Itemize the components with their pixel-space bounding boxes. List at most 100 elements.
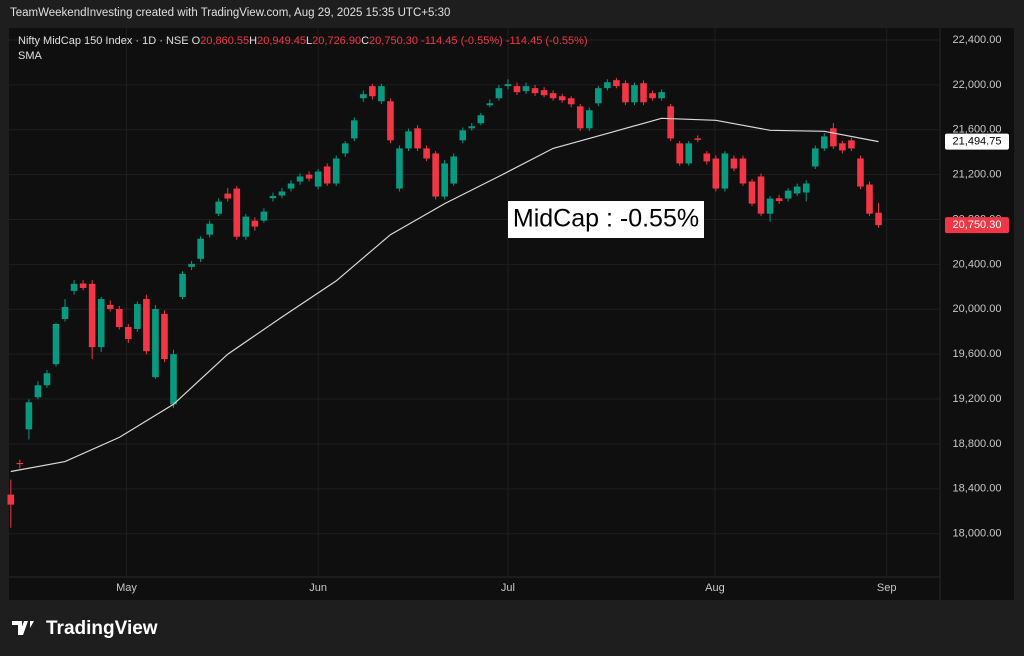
- candle-body: [839, 143, 846, 151]
- candle-body: [206, 223, 213, 235]
- candle-body: [143, 298, 150, 352]
- candle-body: [848, 140, 855, 149]
- ohlc-value: 20,750.30: [369, 35, 418, 47]
- y-tick-label: 21,600.00: [953, 124, 1002, 136]
- candle-body: [830, 128, 837, 147]
- candle-body: [531, 88, 539, 94]
- candle-body: [513, 86, 521, 93]
- ohlc-label: O: [191, 35, 201, 47]
- candle-body: [775, 198, 783, 202]
- ohlc-value: 20,726.90: [312, 35, 362, 47]
- candle-body: [658, 92, 665, 99]
- candle-body: [567, 98, 575, 105]
- candle-body: [152, 308, 159, 378]
- candle-body: [16, 463, 24, 465]
- candle-body: [432, 153, 439, 197]
- candle-body: [305, 174, 313, 179]
- indicator: SMA: [18, 50, 42, 62]
- candle-body: [97, 298, 105, 348]
- candle-body: [811, 148, 819, 167]
- candle-body: [7, 494, 15, 505]
- candle-body: [595, 88, 602, 104]
- candle-body: [613, 80, 620, 87]
- ohlc-label: C: [361, 35, 370, 47]
- ohlc-legend: O20,860.55H20,949.45L20,726.90C20,750.30: [192, 35, 418, 47]
- y-tick-label: 20,400.00: [953, 258, 1002, 270]
- symbol: Nifty MidCap 150 Index · 1D · NSE: [18, 35, 189, 47]
- y-tick-label: 19,200.00: [953, 393, 1002, 405]
- ohlc-value: 20,860.55: [200, 35, 250, 47]
- candle-body: [522, 86, 530, 92]
- candle-body: [802, 183, 810, 193]
- candle-body: [703, 153, 711, 162]
- candle-body: [712, 158, 720, 189]
- y-tick-label: 18,800.00: [953, 438, 1002, 450]
- candle-body: [549, 93, 557, 99]
- x-tick-label: Aug: [705, 582, 725, 594]
- candle-body: [631, 85, 638, 103]
- candle-body: [875, 212, 882, 226]
- candle-body: [125, 327, 132, 340]
- candle-body: [179, 273, 186, 297]
- candle-body: [585, 110, 593, 129]
- candle-body: [314, 171, 322, 187]
- candle-body: [25, 402, 33, 430]
- candle-body: [685, 143, 693, 164]
- candle-body: [134, 303, 141, 329]
- candle-body: [468, 126, 476, 129]
- x-tick-label: Jun: [309, 582, 327, 594]
- candle-body: [197, 238, 204, 259]
- y-tick-label: 21,200.00: [953, 169, 1002, 181]
- caption: TeamWeekendInvesting created with Tradin…: [10, 7, 451, 19]
- candle-body: [450, 156, 458, 184]
- candle-body: [269, 195, 277, 199]
- candle-body: [486, 103, 494, 106]
- candle-body: [79, 283, 87, 288]
- candle-body: [405, 131, 412, 149]
- candle-body: [369, 86, 376, 97]
- candle-body: [604, 82, 611, 89]
- candle-body: [441, 163, 448, 197]
- candle-body: [341, 143, 349, 154]
- candle-body: [332, 158, 340, 184]
- candle-body: [34, 385, 42, 398]
- candle-body: [350, 120, 358, 139]
- candle-body: [215, 201, 223, 214]
- ohlc-value: 20,949.45: [257, 35, 307, 47]
- candle-body: [414, 128, 421, 149]
- candle-body: [378, 86, 385, 102]
- candle-body: [694, 138, 702, 140]
- ohlc-label: H: [249, 35, 258, 47]
- y-tick-label: 19,600.00: [953, 348, 1002, 360]
- candle-body: [360, 94, 367, 99]
- candle-body: [88, 283, 96, 348]
- candle-body: [667, 106, 674, 139]
- candle-body: [278, 191, 286, 196]
- brand: TradingView: [46, 618, 158, 639]
- candle-body: [296, 176, 304, 182]
- y-tick-label: 20,000.00: [953, 303, 1002, 315]
- candle-body: [61, 306, 69, 319]
- candle-body: [287, 183, 295, 189]
- y-tick-label: 22,000.00: [953, 79, 1002, 91]
- candle-body: [52, 323, 60, 365]
- candle-body: [766, 198, 774, 214]
- logo-mark: [12, 621, 34, 635]
- candle-body: [793, 186, 801, 194]
- x-tick-label: Sep: [877, 582, 897, 594]
- candle-body: [866, 184, 873, 214]
- candle-body: [188, 263, 195, 267]
- x-tick-label: May: [116, 582, 137, 594]
- annotation: MidCap : -0.55%: [513, 205, 699, 233]
- candle-body: [170, 354, 177, 405]
- y-tick-label: 18,000.00: [953, 528, 1002, 540]
- candle-body: [784, 190, 792, 199]
- candle-body: [260, 211, 268, 221]
- candle-body: [70, 283, 78, 291]
- candle-body: [821, 136, 828, 149]
- candle-body: [224, 193, 232, 199]
- candle-body: [43, 373, 51, 386]
- candle-body: [757, 176, 765, 214]
- plot: [7, 78, 882, 528]
